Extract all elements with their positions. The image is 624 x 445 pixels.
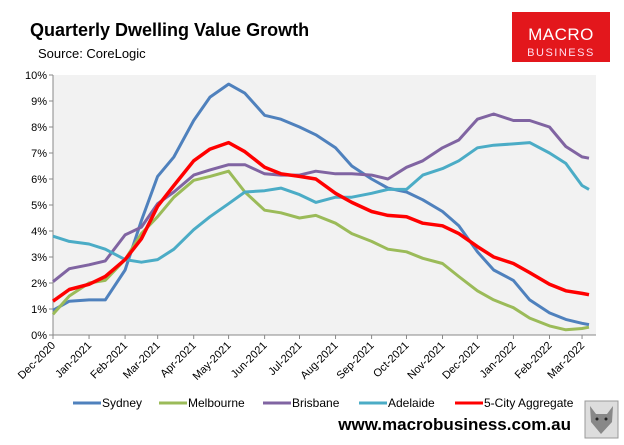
x-axis: Dec-2020Jan-2021Feb-2021Mar-2021Apr-2021… <box>16 334 596 383</box>
x-tick-label: Dec-2021 <box>440 340 482 382</box>
website-url: www.macrobusiness.com.au <box>337 415 571 434</box>
logo-line1: MACRO <box>528 25 594 44</box>
legend-label-melbourne: Melbourne <box>188 396 245 410</box>
legend: Sydney Melbourne Brisbane Adelaide 5-City Ag… <box>73 396 574 410</box>
series-line-brisbane <box>52 112 590 283</box>
y-tick-label: 4% <box>31 226 47 238</box>
y-tick-label: 0% <box>31 330 47 342</box>
legend-label-sydney: Sydney <box>102 396 142 410</box>
x-tick-label: Aug-2021 <box>298 340 340 382</box>
series-line-adelaide <box>52 141 590 264</box>
x-tick-label: May-2021 <box>191 340 234 383</box>
y-tick-label: 1% <box>31 304 47 316</box>
y-tick-label: 8% <box>31 122 47 134</box>
series-line-sydney <box>52 82 590 327</box>
y-tick-label: 9% <box>31 96 47 108</box>
chart-title: Quarterly Dwelling Value Growth <box>30 20 309 40</box>
chart-source: Source: CoreLogic <box>38 46 146 61</box>
y-axis: 0% 1% 2% 3% 4% 5% 6% 7% 8% 9% 10% <box>25 70 54 342</box>
plot-area <box>53 75 596 335</box>
y-tick-label: 2% <box>31 278 47 290</box>
y-tick-label: 6% <box>31 174 47 186</box>
macrobusiness-logo: MACRO BUSINESS <box>512 12 610 62</box>
series-lines <box>51 82 590 332</box>
x-tick-label: Jan-2021 <box>53 340 94 381</box>
logo-line2: BUSINESS <box>527 47 595 59</box>
x-tick-label: Sep-2021 <box>334 340 376 382</box>
y-tick-label: 3% <box>31 252 47 264</box>
legend-label-brisbane: Brisbane <box>292 396 340 410</box>
y-tick-label: 7% <box>31 148 47 160</box>
legend-label-5-city-aggregate: 5-City Aggregate <box>484 396 574 410</box>
legend-label-adelaide: Adelaide <box>388 396 435 410</box>
x-tick-label: Jun-2021 <box>229 340 270 381</box>
series-line-5-city-aggregate <box>51 140 590 303</box>
wolf-icon <box>584 400 619 439</box>
x-tick-label: Dec-2020 <box>16 340 58 382</box>
y-tick-label: 10% <box>25 70 47 82</box>
y-tick-label: 5% <box>31 200 47 212</box>
x-tick-label: Jan-2022 <box>478 340 519 381</box>
